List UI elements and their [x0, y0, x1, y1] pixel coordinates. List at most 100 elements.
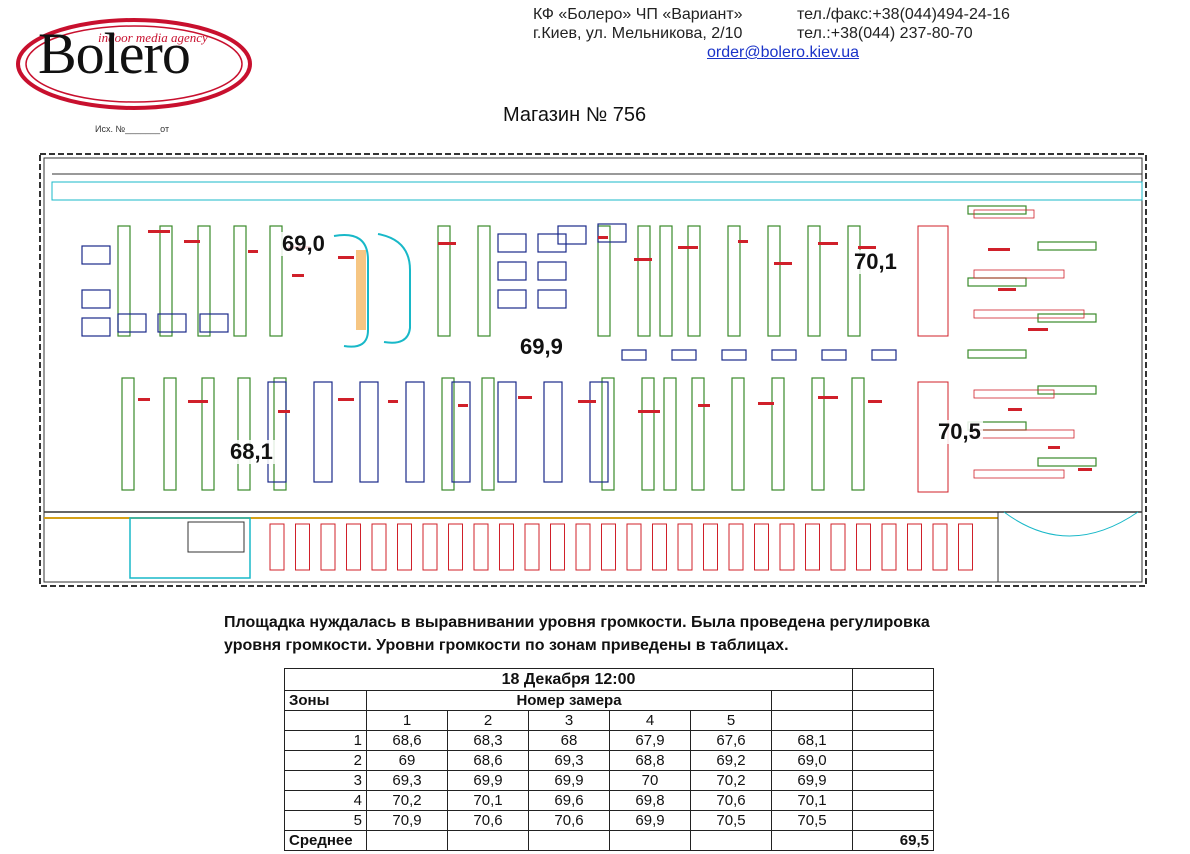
plan-label-mark: [188, 400, 208, 403]
table-cell: [852, 770, 934, 791]
plan-label-mark: [458, 404, 468, 407]
display-fixture: [313, 381, 333, 483]
display-fixture: [537, 233, 567, 253]
display-fixture: [117, 313, 147, 333]
display-fixture: [81, 289, 111, 309]
email-link[interactable]: order@bolero.kiev.ua: [707, 44, 860, 61]
checkout-lane: [371, 523, 387, 571]
shelf-unit: [659, 225, 673, 337]
display-fixture: [621, 349, 647, 361]
display-fixture: [199, 313, 229, 333]
zone-2-level: 69,0: [280, 231, 327, 256]
plan-label-mark: [338, 398, 354, 401]
table-title: 18 Декабря 12:00: [284, 668, 853, 691]
measure-value: 69,2: [690, 750, 772, 771]
checkout-lane: [932, 523, 948, 571]
checkout-lane: [652, 523, 667, 571]
measure-value: 69,9: [447, 770, 529, 791]
shelf-unit: [201, 377, 215, 491]
note-line-2: уровня громкости. Уровни громкости по зо…: [224, 637, 789, 654]
overall-average: 69,5: [852, 830, 934, 851]
checkout-lane: [346, 523, 361, 571]
shelf-unit: [159, 225, 173, 337]
table-cell: [852, 668, 934, 691]
plan-label-mark: [698, 404, 710, 407]
store-floor-plan: 68,1 69,0 69,9 70,1 70,5: [38, 150, 1150, 590]
display-fixture: [721, 349, 747, 361]
plan-label-mark: [184, 240, 200, 243]
display-fixture: [497, 289, 527, 309]
floor-plan-drawing: [39, 153, 1147, 587]
table-cell: [771, 710, 853, 731]
plan-label-mark: [248, 250, 258, 253]
display-fixture: [821, 349, 847, 361]
zone-number: 3: [284, 770, 367, 791]
plan-label-mark: [678, 246, 698, 249]
plan-label-mark: [1008, 408, 1022, 411]
display-fixture: [81, 245, 111, 265]
shelf-unit: [847, 225, 861, 337]
measure-value: 69,6: [528, 790, 610, 811]
measure-value: 67,6: [690, 730, 772, 751]
measure-value: 68,6: [447, 750, 529, 771]
checkout-lane: [320, 523, 336, 571]
plan-label-mark: [758, 402, 774, 405]
display-fixture: [597, 223, 627, 243]
checkout-lane: [703, 523, 718, 571]
zone-4-level: 70,1: [852, 249, 899, 274]
measure-number: 2: [447, 710, 529, 731]
zone-average: 68,1: [771, 730, 853, 751]
measure-value: 70,6: [447, 810, 529, 831]
shelf-unit: [767, 225, 781, 337]
checkout-lane: [958, 523, 973, 571]
plan-label-mark: [578, 400, 596, 403]
checkout-lane: [830, 523, 846, 571]
checkout-lane: [805, 523, 820, 571]
checkout-lane: [550, 523, 565, 571]
shelf-unit: [437, 225, 451, 337]
table-cell: [771, 690, 853, 711]
plan-label-mark: [1028, 328, 1048, 331]
checkout-lane: [448, 523, 463, 571]
measure-value: 70,1: [447, 790, 529, 811]
zone-average: 70,1: [771, 790, 853, 811]
zone-1-level: 68,1: [228, 439, 275, 464]
measure-value: 69,9: [528, 770, 610, 791]
measure-number: 3: [528, 710, 610, 731]
phone: тел.:+38(044) 237-80-70: [797, 25, 973, 42]
checkout-lane: [499, 523, 514, 571]
zone-number: 1: [284, 730, 367, 751]
table-cell: [852, 690, 934, 711]
plan-label-mark: [278, 410, 290, 413]
table-cell: [852, 810, 934, 831]
note-line-1: Площадка нуждалась в выравнивании уровня…: [224, 614, 930, 631]
checkout-lane: [856, 523, 871, 571]
checkout-lane: [422, 523, 438, 571]
average-row: Среднее 69,5: [284, 830, 934, 851]
table-cell: [447, 830, 529, 851]
store-title: Магазин № 756: [503, 104, 647, 126]
checkout-lane: [397, 523, 412, 571]
table-title-row: 18 Декабря 12:00: [284, 668, 934, 691]
plan-label-mark: [598, 236, 608, 239]
display-fixture: [405, 381, 425, 483]
shelf-unit: [477, 225, 491, 337]
plan-label-mark: [738, 240, 748, 243]
measure-value: 69,3: [366, 770, 448, 791]
bolero-logo: [16, 18, 252, 110]
checkout-lane: [754, 523, 769, 571]
shelf-unit: [637, 225, 651, 337]
shelf-unit: [731, 377, 745, 491]
shelf-unit: [197, 225, 211, 337]
table-header-row: Зоны Номер замера: [284, 690, 934, 711]
plan-label-mark: [148, 230, 170, 233]
zone-average: 69,9: [771, 770, 853, 791]
display-fixture: [537, 261, 567, 281]
table-cell: [852, 710, 934, 731]
measure-value: 69,9: [609, 810, 691, 831]
checkout-lane: [626, 523, 642, 571]
shelf-unit: [273, 377, 287, 491]
zone-number: 4: [284, 790, 367, 811]
table-row: 2 69 68,6 69,3 68,8 69,2 69,0: [284, 750, 934, 771]
zone-number: 2: [284, 750, 367, 771]
